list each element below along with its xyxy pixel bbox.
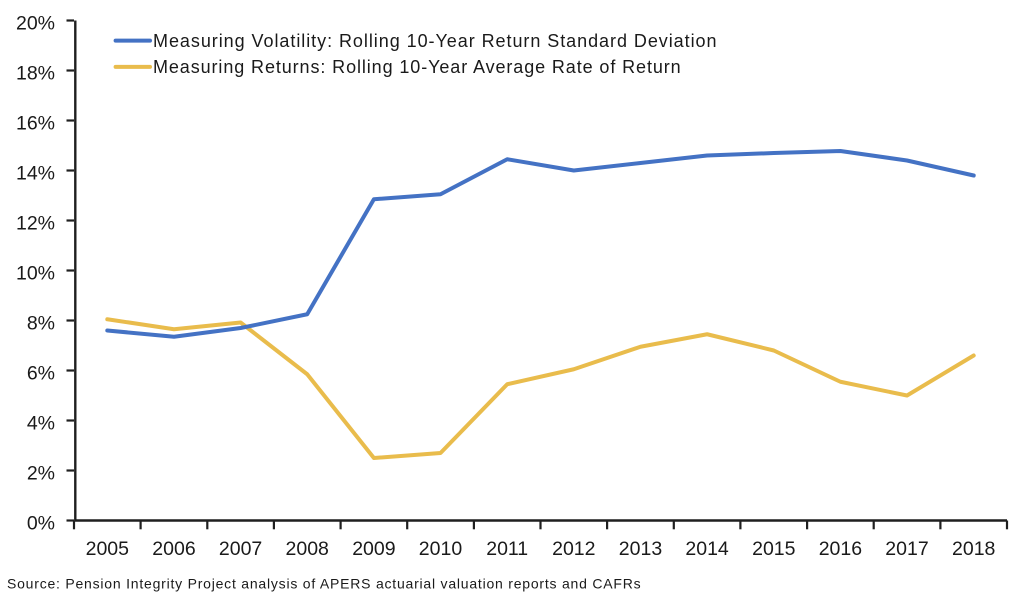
svg-text:2005: 2005 <box>86 538 130 560</box>
svg-text:8%: 8% <box>27 313 55 335</box>
svg-text:4%: 4% <box>27 413 55 435</box>
svg-text:0%: 0% <box>27 513 55 535</box>
svg-text:Source: Pension Integrity Proj: Source: Pension Integrity Project analys… <box>7 576 641 592</box>
svg-text:2014: 2014 <box>685 538 729 560</box>
svg-text:6%: 6% <box>27 363 55 385</box>
svg-text:2007: 2007 <box>219 538 262 560</box>
svg-text:2011: 2011 <box>486 538 528 560</box>
svg-text:2009: 2009 <box>352 538 395 560</box>
svg-text:18%: 18% <box>16 63 55 85</box>
svg-text:Measuring Volatility: Rolling: Measuring Volatility: Rolling 10-Year Re… <box>153 31 717 51</box>
svg-text:10%: 10% <box>16 263 55 285</box>
svg-text:2013: 2013 <box>619 538 662 560</box>
svg-text:20%: 20% <box>16 13 55 35</box>
svg-text:16%: 16% <box>16 113 55 135</box>
svg-text:2010: 2010 <box>419 538 463 560</box>
svg-text:Measuring Returns: Rolling 10-: Measuring Returns: Rolling 10-Year Avera… <box>153 57 682 77</box>
svg-text:2008: 2008 <box>286 538 329 560</box>
svg-text:2016: 2016 <box>819 538 862 560</box>
svg-text:2018: 2018 <box>952 538 995 560</box>
svg-text:2006: 2006 <box>152 538 195 560</box>
svg-text:2%: 2% <box>27 463 55 485</box>
svg-text:2012: 2012 <box>552 538 595 560</box>
svg-text:12%: 12% <box>16 213 55 235</box>
svg-text:2017: 2017 <box>885 538 928 560</box>
svg-text:2015: 2015 <box>752 538 796 560</box>
svg-text:14%: 14% <box>16 163 55 185</box>
